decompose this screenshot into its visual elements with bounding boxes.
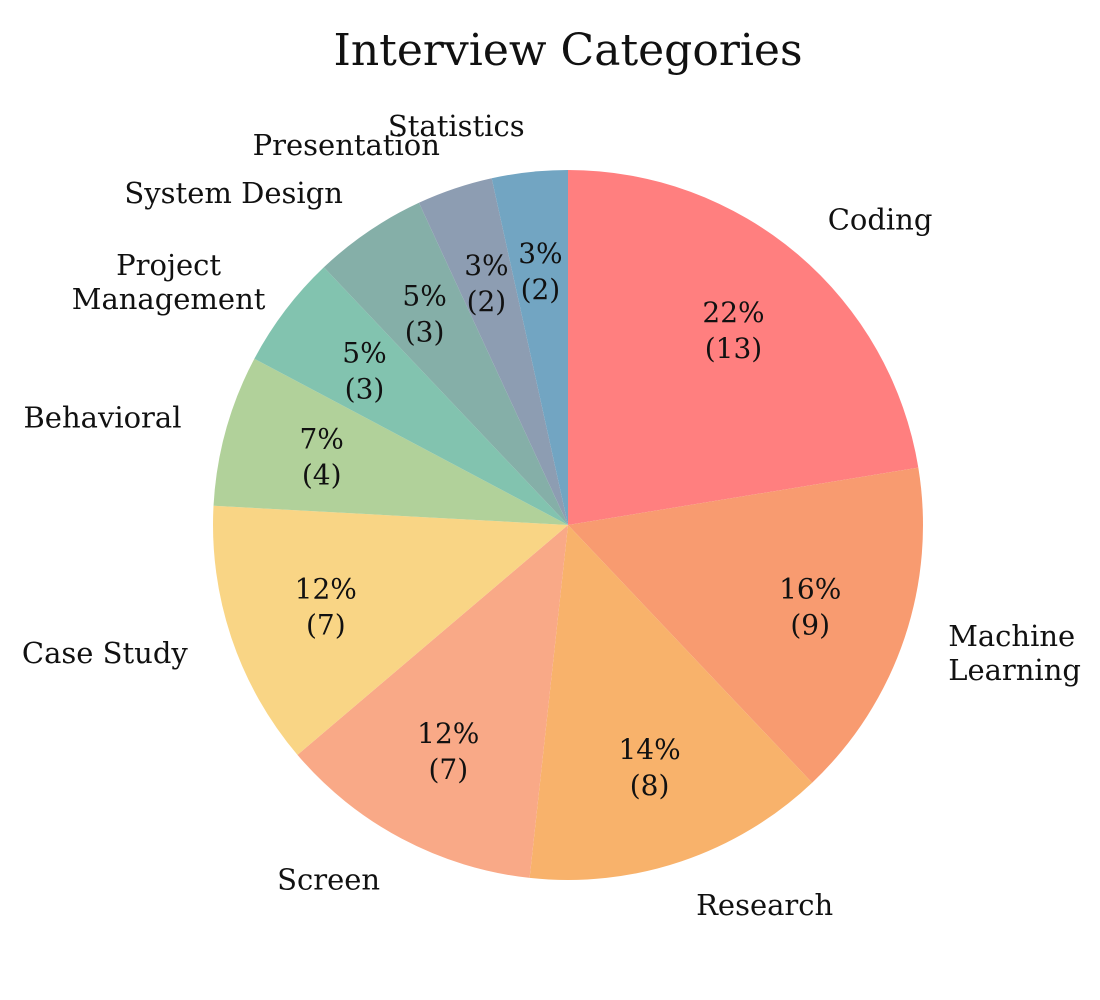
pie-percent-label: 12% (7) [417,717,479,786]
pie-percent-label: 3% (2) [518,237,562,306]
pie-slice-coding [568,170,919,525]
pie-percent-label: 14% (8) [618,733,680,802]
pie-category-label-case-study: Case Study [22,636,189,670]
pie-category-label-machine-learning: Machine Learning [948,619,1081,687]
pie-percent-label: 22% (13) [702,296,764,365]
pie-slice-screen [297,525,568,878]
pie-percent-label: 5% (3) [402,279,446,348]
pie-category-label-presentation: Presentation [253,128,440,162]
pie-category-labels: Coding Machine Learning Research Screen Case … [22,109,1081,922]
pie-slice-behavioral [213,358,568,525]
pie-percent-label: 7% (4) [299,423,343,492]
pie-category-label-screen: Screen [277,862,380,896]
pie-slice-case-study [212,505,568,755]
pie-slice-machine-learning [568,467,923,783]
pie-category-label-coding: Coding [828,202,933,236]
pie-slices [212,170,923,881]
pie-percent-label: 3% (2) [464,249,508,318]
pie-slice-statistics [491,170,568,525]
pie-category-label-project-management: Project Management [72,248,266,316]
pie-percent-label: 5% (3) [342,336,386,405]
pie-category-label-research: Research [696,888,833,922]
pie-slice-research [529,525,813,881]
pie-slice-system-design [323,202,568,525]
pie-slice-project-management [254,267,568,525]
pie-percent-label: 16% (9) [779,573,841,642]
pie-percent-label: 12% (7) [295,573,357,642]
pie-slice-presentation [418,178,568,526]
pie-category-label-behavioral: Behavioral [24,401,182,435]
chart-title: Interview Categories [333,25,802,76]
pie-category-label-statistics: Statistics [388,109,525,143]
pie-category-label-system-design: System Design [124,176,342,210]
pie-percent-labels: 22% (13) 16% (9) 14% (8) 12% (7) 12% (7) 7% (4) 5% (3… [295,237,842,802]
